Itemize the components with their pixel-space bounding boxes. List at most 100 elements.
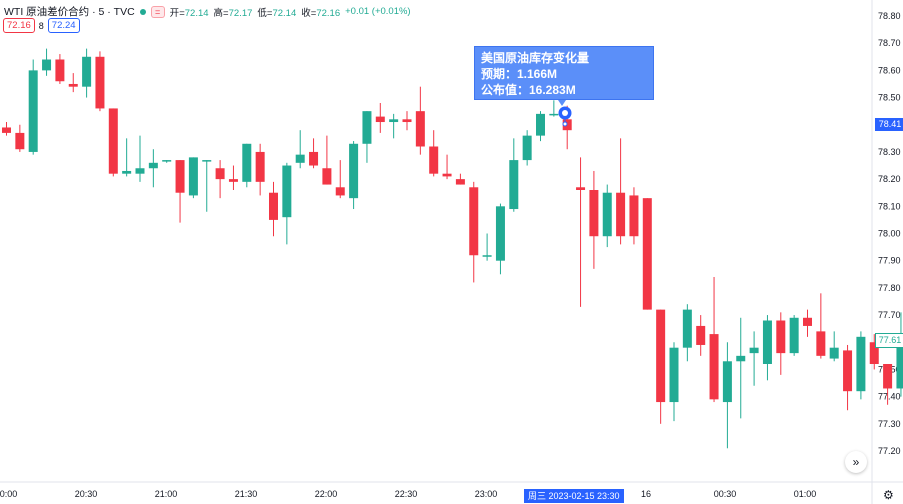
candle-body[interactable] [362,111,372,144]
settings-gear-icon[interactable]: ⚙ [883,488,894,502]
y-tick-label: 77.70 [878,310,901,320]
candle-body[interactable] [602,192,612,237]
candle-body[interactable] [335,187,345,196]
y-tick-label: 78.60 [878,65,901,75]
candle-body[interactable] [776,320,786,354]
candle-body[interactable] [95,56,105,109]
candle-body[interactable] [803,317,812,326]
candle-body[interactable] [202,160,212,162]
candle-body[interactable] [135,168,145,174]
candle-body[interactable] [255,151,265,182]
candle-body[interactable] [322,168,332,185]
candle-body[interactable] [455,179,465,185]
candle-body[interactable] [709,334,719,400]
y-tick-label: 78.30 [878,147,901,157]
candle-body[interactable] [656,309,666,403]
x-tick-label: 20:00 [0,489,17,499]
candle-body[interactable] [162,160,172,162]
candle-body[interactable] [402,119,412,123]
candle-body[interactable] [269,192,278,220]
chart-legend: WTI 原油差价合约 · 5 · TVC = 开=72.14 高=72.17 低… [4,4,411,19]
x-tick-label: 22:30 [395,489,418,499]
candle-body[interactable] [175,160,185,193]
y-tick-label: 78.00 [878,229,901,239]
change-value: +0.01 (+0.01%) [345,6,411,17]
candle-body[interactable] [616,192,626,237]
bid-price[interactable]: 72.16 [3,18,35,33]
candle-body[interactable] [829,347,839,359]
ohlc-close: 收=72.16 [301,7,341,19]
y-tick-label: 77.20 [878,446,901,456]
candle-body[interactable] [188,157,198,196]
candle-body[interactable] [42,59,52,71]
quote-row: 72.16 8 72.24 [3,18,80,33]
candle-body[interactable] [389,119,399,123]
ohlc-low: 低=72.14 [257,7,297,19]
candle-body[interactable] [2,127,11,133]
symbol-title[interactable]: WTI 原油差价合约 · 5 · TVC [4,6,135,18]
candle-body[interactable] [816,331,826,356]
candle-body[interactable] [55,59,65,82]
candle-body[interactable] [429,146,439,174]
candle-body[interactable] [82,56,92,87]
crosshair-time-label: 周三 2023-02-15 23:30 [524,489,624,503]
candle-body[interactable] [215,168,225,180]
candle-body[interactable] [349,143,359,199]
y-tick-label: 78.80 [878,11,901,21]
candle-body[interactable] [415,111,425,147]
candle-body[interactable] [722,361,732,403]
candle-body[interactable] [482,255,492,257]
candle-body[interactable] [536,113,545,136]
event-pin-anchor [562,121,568,127]
candle-body[interactable] [228,179,238,182]
candle-body[interactable] [282,165,292,218]
candle-body[interactable] [122,170,132,174]
candle-body[interactable] [736,355,746,362]
candle-body[interactable] [883,364,893,389]
market-open-icon [139,8,146,15]
x-tick-label: 22:00 [315,489,338,499]
candle-body[interactable] [522,135,532,161]
event-actual: 公布值：16.283M [481,83,576,97]
candle-body[interactable] [843,350,853,392]
y-tick-label: 78.20 [878,174,901,184]
candle-body[interactable] [375,116,385,123]
candle-body[interactable] [148,162,158,169]
candle-body[interactable] [682,309,692,348]
candle-body[interactable] [295,154,305,163]
candle-body[interactable] [642,198,652,310]
current-price-tag: 78.41 [875,118,903,131]
candle-body[interactable] [629,195,639,237]
candle-body[interactable] [749,347,759,354]
candle-body[interactable] [856,336,866,392]
candle-body[interactable] [576,187,586,190]
candle-body[interactable] [495,206,505,261]
event-title: 美国原油库存变化量 [481,51,590,65]
candle-body[interactable] [549,113,559,116]
candle-body[interactable] [15,132,25,150]
candle-body[interactable] [68,83,78,87]
event-pin-center [562,110,568,116]
candle-body[interactable] [108,108,118,174]
x-tick-label: 00:30 [714,489,737,499]
ohlc-open: 开=72.14 [169,7,209,19]
candle-body[interactable] [896,339,903,389]
candle-body[interactable] [869,342,879,364]
candle-body[interactable] [762,320,772,365]
candle-body[interactable] [309,151,319,166]
candle-body[interactable] [469,187,479,256]
ask-price[interactable]: 72.24 [47,18,80,33]
x-tick-label: 21:00 [155,489,178,499]
candle-body[interactable] [589,190,599,237]
candle-body[interactable] [789,317,799,354]
candle-body[interactable] [696,325,706,345]
candle-body[interactable] [509,160,519,210]
candle-body[interactable] [28,70,38,152]
candle-body[interactable] [442,173,452,177]
candle-body[interactable] [669,347,679,403]
double-chevron-right-icon: » [852,455,860,469]
scroll-to-realtime-button[interactable]: » [845,451,867,473]
candle-body[interactable] [242,143,252,182]
x-tick-label: 20:30 [75,489,98,499]
